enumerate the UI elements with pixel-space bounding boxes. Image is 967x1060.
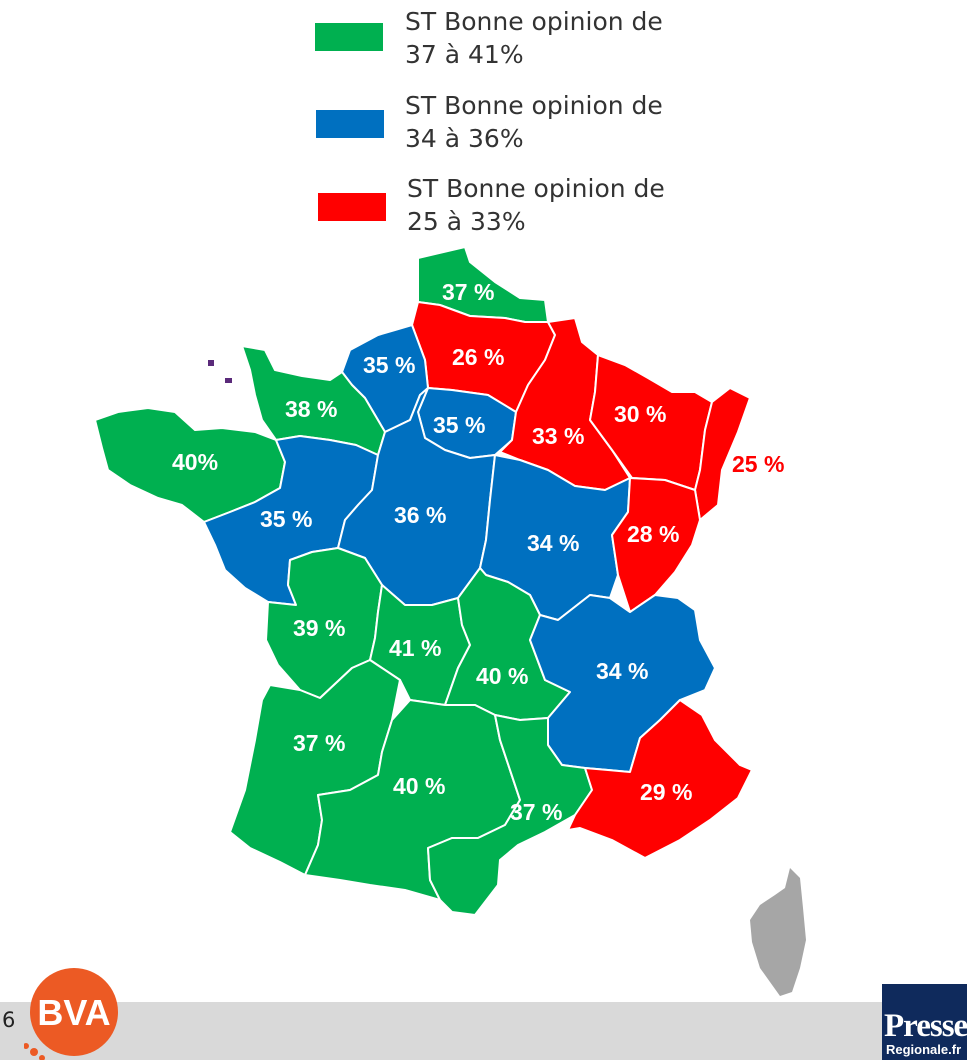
region-value-basse-normandie: 38 % xyxy=(285,396,337,422)
presse-logo-title: Presse xyxy=(884,1008,967,1044)
presse-regionale-logo: Presse Regionale.fr xyxy=(882,984,967,1060)
region-value-rhone-alpes: 34 % xyxy=(596,658,648,684)
region-value-lorraine: 30 % xyxy=(614,401,666,427)
region-value-franche-comte: 28 % xyxy=(627,521,679,547)
channel-island xyxy=(225,378,232,383)
region-value-alsace: 25 % xyxy=(732,451,784,477)
region-value-limousin: 41 % xyxy=(389,635,441,661)
region-value-pays-de-la-loire: 35 % xyxy=(260,506,312,532)
region-value-nord-pas-de-calais: 37 % xyxy=(442,279,494,305)
region-value-auvergne: 40 % xyxy=(476,663,528,689)
region-value-poitou-charentes: 39 % xyxy=(293,615,345,641)
region-alsace[interactable] xyxy=(694,387,751,521)
region-value-midi-pyrenees: 40 % xyxy=(393,773,445,799)
corsica xyxy=(750,868,806,996)
legend-label-green: ST Bonne opinion de 37 à 41% xyxy=(405,7,663,69)
region-value-bretagne: 40% xyxy=(172,449,218,475)
region-value-ile-de-france: 35 % xyxy=(433,412,485,438)
region-value-champagne-ardenne: 33 % xyxy=(532,423,584,449)
legend-label-red: ST Bonne opinion de 25 à 33% xyxy=(407,174,665,236)
region-languedoc-roussillon[interactable] xyxy=(427,714,593,916)
region-value-aquitaine: 37 % xyxy=(293,730,345,756)
region-value-bourgogne: 34 % xyxy=(527,530,579,556)
page-number: 6 xyxy=(2,1008,16,1032)
region-value-picardie: 26 % xyxy=(452,344,504,370)
region-value-haute-normandie: 35 % xyxy=(363,352,415,378)
legend-swatch-red xyxy=(318,193,386,221)
bva-logo-text: BVA xyxy=(37,992,110,1033)
legend-item-green: ST Bonne opinion de 37 à 41% xyxy=(0,0,967,80)
presse-logo-subtitle: Regionale.fr xyxy=(886,1042,962,1057)
region-value-languedoc-roussillon: 37 % xyxy=(510,799,562,825)
legend-label-blue: ST Bonne opinion de 34 à 36% xyxy=(405,91,663,153)
france-regions-map: 37 % 26 % 35 % 38 % 40% 35 % 33 % 30 % 2… xyxy=(94,246,806,996)
channel-island xyxy=(208,360,214,366)
legend-swatch-green xyxy=(315,23,383,51)
region-franche-comte[interactable] xyxy=(611,477,701,613)
legend-item-blue: ST Bonne opinion de 34 à 36% xyxy=(0,0,967,153)
region-value-provence-alpes-cote-d-azur: 29 % xyxy=(640,779,692,805)
legend: ST Bonne opinion de 37 à 41% ST Bonne op… xyxy=(0,0,967,240)
legend-swatch-blue xyxy=(316,110,384,138)
bva-logo: BVA xyxy=(24,968,118,1060)
region-provence-alpes-cote-d-azur[interactable] xyxy=(567,699,753,859)
footer-bar xyxy=(0,1002,967,1060)
region-value-centre: 36 % xyxy=(394,502,446,528)
legend-item-red: ST Bonne opinion de 25 à 33% xyxy=(0,0,967,236)
